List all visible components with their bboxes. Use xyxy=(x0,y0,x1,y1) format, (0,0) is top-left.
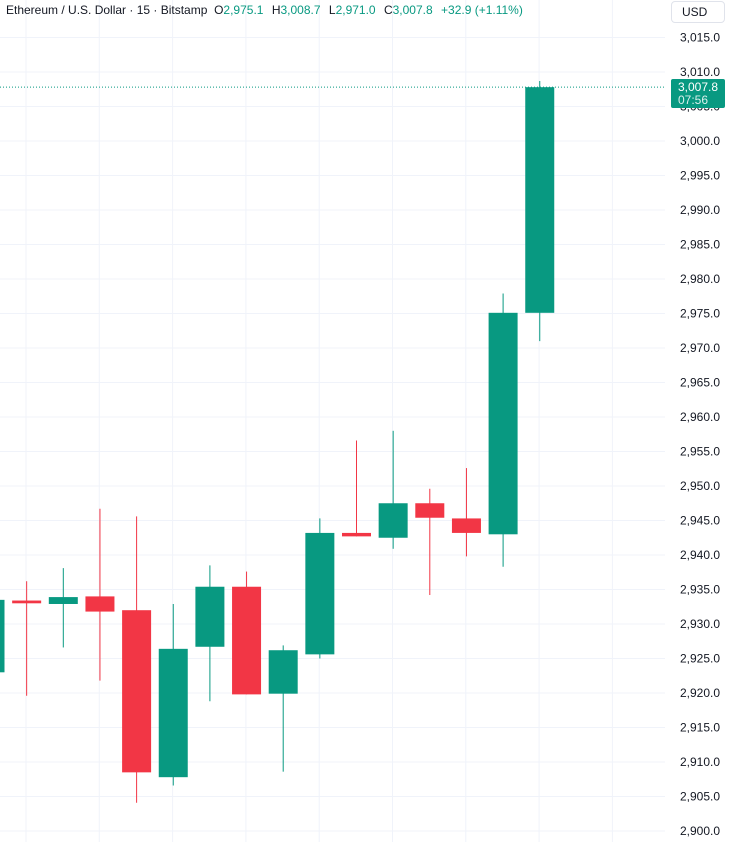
price-tick-label: 2,970.0 xyxy=(680,341,720,355)
price-tick-label: 2,935.0 xyxy=(680,583,720,597)
high-value: 3,008.7 xyxy=(280,3,321,17)
open-value: 2,975.1 xyxy=(223,3,264,17)
price-tick-label: 2,900.0 xyxy=(680,824,720,838)
price-tick-label: 2,955.0 xyxy=(680,445,720,459)
candle xyxy=(85,508,115,681)
candle-body xyxy=(488,312,518,535)
price-tick-label: 3,015.0 xyxy=(680,31,720,45)
price-tick-label: 2,910.0 xyxy=(680,755,720,769)
price-tick-label: 2,925.0 xyxy=(680,652,720,666)
candle xyxy=(232,571,262,695)
low-value: 2,971.0 xyxy=(335,3,376,17)
candle xyxy=(451,468,481,557)
candle xyxy=(122,516,152,803)
candle-body xyxy=(415,503,445,518)
price-tick-label: 2,920.0 xyxy=(680,686,720,700)
candle-body xyxy=(12,600,42,604)
candle xyxy=(305,518,335,659)
price-axis[interactable]: 2,900.0 2,905.0 2,910.0 2,915.0 2,920.0 2,925… xyxy=(680,31,720,839)
last-price-value: 3,007.8 xyxy=(678,80,719,95)
candle xyxy=(525,80,555,342)
candle xyxy=(0,599,5,673)
price-tick-label: 2,965.0 xyxy=(680,376,720,390)
candle-body xyxy=(305,532,335,655)
candle xyxy=(48,568,78,648)
price-tick-label: 2,905.0 xyxy=(680,790,720,804)
currency-button[interactable]: USD xyxy=(671,1,725,23)
price-tick-label: 2,980.0 xyxy=(680,272,720,286)
candle-body xyxy=(525,87,555,313)
close-label: C xyxy=(383,3,393,17)
price-tick-label: 2,985.0 xyxy=(680,238,720,252)
price-tick-label: 2,950.0 xyxy=(680,479,720,493)
candle-body xyxy=(342,532,371,537)
candle-body xyxy=(0,599,5,673)
candle xyxy=(12,581,42,696)
candle-body xyxy=(195,586,225,647)
symbol-title[interactable]: Ethereum / U.S. Dollar · 15 · Bitstamp xyxy=(6,3,208,17)
symbol-legend: Ethereum / U.S. Dollar · 15 · Bitstamp O… xyxy=(6,3,528,17)
candle-body xyxy=(85,596,115,612)
last-price-tag: 3,007.8 07:56 xyxy=(671,79,725,109)
low-label: L xyxy=(328,3,336,17)
candle xyxy=(158,603,188,786)
candle-body xyxy=(122,610,152,773)
candle-body xyxy=(48,597,78,604)
price-tick-label: 2,945.0 xyxy=(680,514,720,528)
candle xyxy=(268,645,298,772)
bar-countdown: 07:56 xyxy=(678,93,709,108)
candle-body xyxy=(268,650,298,694)
price-tick-label: 2,995.0 xyxy=(680,169,720,183)
price-tick-label: 2,940.0 xyxy=(680,548,720,562)
candles xyxy=(0,80,555,803)
open-label: O xyxy=(214,3,224,17)
close-value: 3,007.8 xyxy=(392,3,433,17)
candle xyxy=(415,488,445,596)
candle xyxy=(195,565,225,702)
price-tick-label: 3,010.0 xyxy=(680,65,720,79)
high-label: H xyxy=(271,3,281,17)
candle-body xyxy=(378,503,408,538)
candle xyxy=(488,293,518,567)
candle-body xyxy=(158,648,188,778)
price-tick-label: 2,990.0 xyxy=(680,203,720,217)
candle-body xyxy=(451,518,481,533)
price-tick-label: 2,975.0 xyxy=(680,307,720,321)
change-value: +32.9 (+1.11%) xyxy=(441,3,523,17)
price-tick-label: 2,930.0 xyxy=(680,617,720,631)
grid-lines xyxy=(0,0,665,842)
candle xyxy=(342,440,371,537)
price-tick-label: 2,960.0 xyxy=(680,410,720,424)
price-tick-label: 3,000.0 xyxy=(680,134,720,148)
price-tick-label: 2,915.0 xyxy=(680,721,720,735)
candle-body xyxy=(232,586,262,695)
candle xyxy=(378,430,408,549)
